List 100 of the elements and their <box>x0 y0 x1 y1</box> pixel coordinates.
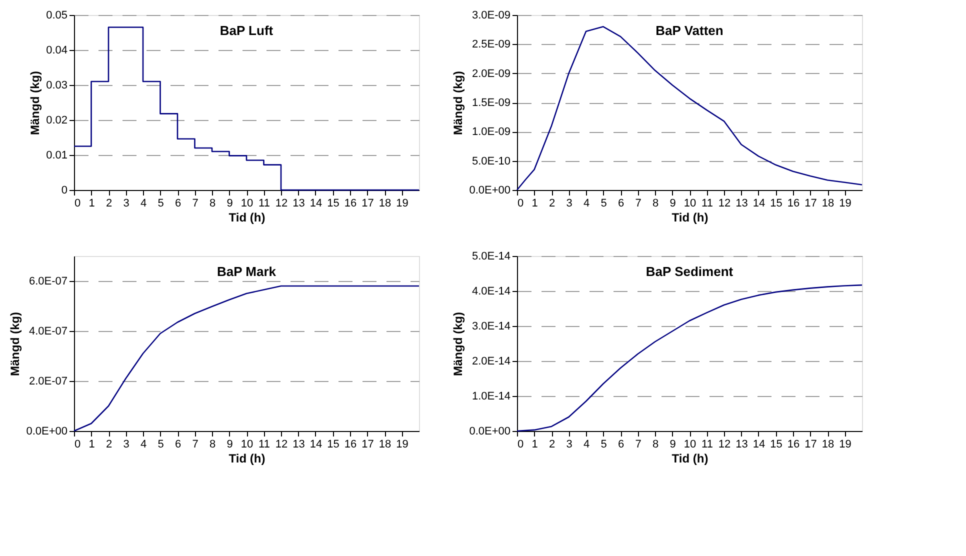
x-tick-label: 9 <box>226 198 233 210</box>
x-tick-label: 15 <box>770 198 782 210</box>
x-tick-label: 6 <box>174 438 182 450</box>
y-tick-label: 4.0E-07 <box>28 326 68 338</box>
x-tick-label: 17 <box>362 198 374 210</box>
x-tick-label: 8 <box>652 198 659 210</box>
x-tick-label: 16 <box>787 198 800 210</box>
x-tick-label: 5 <box>158 198 164 210</box>
x-tick-label: 5 <box>158 438 164 450</box>
x-tick-label: 10 <box>684 198 696 210</box>
x-axis-title: Tid (h) <box>672 452 708 466</box>
y-tick-label: 0.04 <box>46 44 68 56</box>
x-tick-label: 8 <box>209 438 216 450</box>
x-tick-label: 3 <box>123 198 130 210</box>
x-tick-label: 10 <box>240 438 254 450</box>
x-tick-label: 19 <box>839 438 852 450</box>
x-tick-label: 18 <box>822 198 834 210</box>
y-tick-label: 3.0E-14 <box>472 320 510 332</box>
x-tick-label: 8 <box>652 438 659 450</box>
y-tick-label: 6.0E-07 <box>28 276 68 288</box>
x-tick-label: 17 <box>804 438 817 450</box>
x-tick-label: 1 <box>532 198 538 210</box>
x-tick-label: 14 <box>752 198 766 210</box>
x-tick-label: 8 <box>209 198 216 210</box>
text: BaP Mark <box>216 264 277 279</box>
y-tick-label: 0 <box>61 184 68 196</box>
x-tick-label: 11 <box>258 198 270 210</box>
y-tick-label: 5.0E-10 <box>472 155 510 168</box>
x-tick-label: 2 <box>106 438 112 450</box>
x-tick-label: 13 <box>292 438 305 450</box>
y-tick-label: 2.5E-09 <box>472 38 510 51</box>
x-tick-label: 15 <box>327 438 340 450</box>
x-tick-label: 0 <box>74 438 81 450</box>
y-tick-label: 1.0E-09 <box>472 126 510 138</box>
x-tick-label: 2 <box>106 198 112 210</box>
x-tick-label: 14 <box>310 198 322 210</box>
y-tick-label: 0.0E+00 <box>469 426 510 438</box>
x-tick-label: 6 <box>174 198 182 210</box>
x-tick-label: 4 <box>583 198 590 210</box>
y-tick-label: 4.0E-14 <box>472 286 510 298</box>
x-tick-label: 0 <box>518 198 524 210</box>
x-tick-label: 13 <box>736 198 748 210</box>
y-tick-label: 0.02 <box>46 114 68 126</box>
y-tick-label: 2.0E-07 <box>28 376 68 388</box>
x-tick-label: 7 <box>192 198 198 210</box>
x-tick-label: 18 <box>378 438 392 450</box>
text: BaP Luft <box>220 23 274 38</box>
x-tick-label: 7 <box>635 438 642 450</box>
x-axis-title: Tid (h) <box>672 210 708 224</box>
y-tick-label: 0.0E+00 <box>26 426 68 438</box>
x-tick-label: 12 <box>718 198 731 210</box>
x-tick-label: 9 <box>670 198 676 210</box>
x-tick-label: 12 <box>718 438 731 450</box>
x-tick-label: 19 <box>839 198 852 210</box>
x-tick-label: 5 <box>600 198 607 210</box>
y-axis-title: Mängd (kg) <box>8 312 22 376</box>
x-tick-label: 9 <box>670 438 676 450</box>
x-tick-label: 3 <box>566 438 572 450</box>
x-tick-label: 1 <box>88 198 95 210</box>
y-tick-label: 0.0E+00 <box>469 184 510 196</box>
x-tick-label: 13 <box>736 438 748 450</box>
x-tick-label: 13 <box>292 198 305 210</box>
x-tick-label: 16 <box>344 198 357 210</box>
x-tick-label: 4 <box>583 438 590 450</box>
x-tick-label: 4 <box>140 198 147 210</box>
y-tick-label: 0.01 <box>46 150 68 162</box>
x-tick-label: 17 <box>804 198 817 210</box>
x-tick-label: 5 <box>600 438 607 450</box>
text: BaP Vatten <box>656 23 724 38</box>
x-tick-label: 15 <box>770 438 782 450</box>
y-tick-label: 2.0E-14 <box>472 356 510 368</box>
x-tick-label: 14 <box>752 438 766 450</box>
x-tick-label: 6 <box>618 438 624 450</box>
x-tick-label: 4 <box>140 438 147 450</box>
x-tick-label: 16 <box>787 438 800 450</box>
x-axis-title: Tid (h) <box>228 210 266 224</box>
x-tick-label: 11 <box>702 198 713 210</box>
x-tick-label: 0 <box>518 438 524 450</box>
x-tick-label: 14 <box>310 438 322 450</box>
x-axis-title: Tid (h) <box>228 452 266 466</box>
x-tick-label: 2 <box>548 438 556 450</box>
x-tick-label: 16 <box>344 438 357 450</box>
x-tick-label: 10 <box>684 438 696 450</box>
x-tick-label: 9 <box>226 438 233 450</box>
x-tick-label: 18 <box>378 198 392 210</box>
y-tick-label: 0.03 <box>46 80 68 92</box>
x-tick-label: 12 <box>275 438 288 450</box>
y-axis-title: Mängd (kg) <box>28 71 42 135</box>
y-tick-label: 1.0E-14 <box>472 390 510 402</box>
x-tick-label: 11 <box>702 438 713 450</box>
x-tick-label: 18 <box>822 438 834 450</box>
x-tick-label: 7 <box>192 438 198 450</box>
y-axis-title: Mängd (kg) <box>451 71 466 135</box>
y-tick-label: 5.0E-14 <box>472 250 510 262</box>
x-tick-label: 6 <box>618 198 624 210</box>
x-tick-label: 19 <box>396 438 408 450</box>
x-tick-label: 0 <box>74 198 81 210</box>
y-tick-label: 2.0E-09 <box>472 68 510 80</box>
x-tick-label: 1 <box>88 438 95 450</box>
y-tick-label: 0.05 <box>46 10 68 22</box>
